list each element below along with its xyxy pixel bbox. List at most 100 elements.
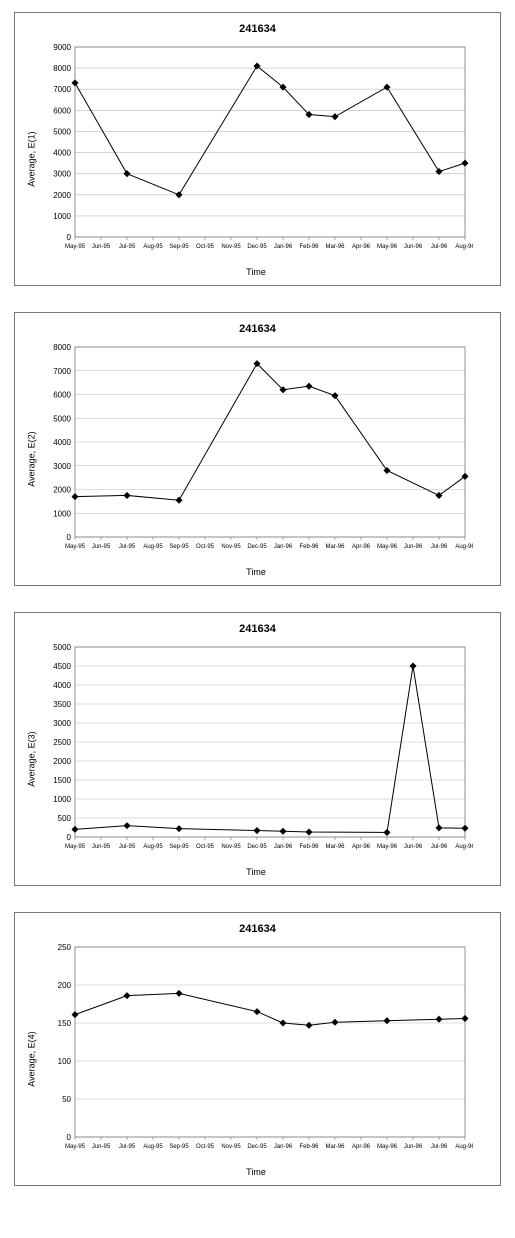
svg-text:3000: 3000 [53,170,71,179]
svg-text:Sep-95: Sep-95 [169,1144,189,1150]
chart-plot: 010002000300040005000600070008000 May-95… [39,341,473,577]
svg-text:Feb-96: Feb-96 [299,844,319,850]
chart-svg: 0100020003000400050006000700080009000 Ma… [39,41,473,261]
svg-text:May-95: May-95 [65,1144,86,1150]
svg-text:8000: 8000 [53,343,71,352]
svg-text:May-95: May-95 [65,844,86,850]
svg-text:Aug-95: Aug-95 [143,844,163,850]
svg-text:5000: 5000 [53,414,71,423]
svg-text:Aug-95: Aug-95 [143,544,163,550]
svg-text:7000: 7000 [53,367,71,376]
svg-text:Apr-96: Apr-96 [352,1144,371,1150]
svg-text:May-96: May-96 [377,1144,398,1150]
svg-text:4000: 4000 [53,438,71,447]
y-axis-label: Average, E(3) [25,641,39,877]
svg-text:2500: 2500 [53,738,71,747]
svg-text:May-96: May-96 [377,244,398,250]
svg-text:Mar-96: Mar-96 [325,244,345,250]
svg-text:Dec-95: Dec-95 [247,244,267,250]
svg-text:Jul-95: Jul-95 [119,244,136,250]
svg-text:Jul-96: Jul-96 [431,1144,448,1150]
svg-text:Aug-95: Aug-95 [143,1144,163,1150]
svg-text:250: 250 [58,943,72,952]
svg-text:Jun-96: Jun-96 [404,844,423,850]
svg-text:Jul-95: Jul-95 [119,844,136,850]
svg-text:4000: 4000 [53,149,71,158]
svg-text:Nov-95: Nov-95 [221,544,241,550]
svg-text:4500: 4500 [53,662,71,671]
svg-text:Jul-95: Jul-95 [119,544,136,550]
svg-text:1000: 1000 [53,509,71,518]
svg-text:May-96: May-96 [377,844,398,850]
svg-text:Dec-95: Dec-95 [247,1144,267,1150]
svg-text:500: 500 [58,814,72,823]
chart-plot: 050100150200250 May-95Jun-95Jul-95Aug-95… [39,941,473,1177]
svg-text:Mar-96: Mar-96 [325,844,345,850]
chart-title: 241634 [25,23,490,35]
chart-panel: 241634 Average, E(1) 0100020003000400050… [14,12,501,286]
svg-text:Mar-96: Mar-96 [325,1144,345,1150]
svg-text:8000: 8000 [53,64,71,73]
svg-text:6000: 6000 [53,391,71,400]
svg-text:7000: 7000 [53,85,71,94]
svg-text:3000: 3000 [53,719,71,728]
svg-text:1000: 1000 [53,212,71,221]
svg-text:Oct-95: Oct-95 [196,244,215,250]
chart-panel: 241634 Average, E(4) 050100150200250 May… [14,912,501,1186]
chart-panel: 241634 Average, E(3) 0500100015002000250… [14,612,501,886]
svg-text:2000: 2000 [53,757,71,766]
svg-text:1000: 1000 [53,795,71,804]
x-axis-label: Time [39,567,473,577]
svg-text:Jan-96: Jan-96 [274,544,293,550]
y-axis-label: Average, E(4) [25,941,39,1177]
chart-title: 241634 [25,623,490,635]
svg-text:Mar-96: Mar-96 [325,544,345,550]
svg-text:Jul-96: Jul-96 [431,244,448,250]
svg-text:Jun-96: Jun-96 [404,544,423,550]
chart-svg: 050100150200250 May-95Jun-95Jul-95Aug-95… [39,941,473,1161]
chart-plot: 0500100015002000250030003500400045005000… [39,641,473,877]
chart-panel: 241634 Average, E(2) 0100020003000400050… [14,312,501,586]
svg-text:150: 150 [58,1019,72,1028]
svg-text:2000: 2000 [53,486,71,495]
svg-text:6000: 6000 [53,106,71,115]
svg-text:Feb-96: Feb-96 [299,244,319,250]
x-axis-label: Time [39,267,473,277]
svg-text:Jan-96: Jan-96 [274,244,293,250]
svg-text:Jun-95: Jun-95 [92,544,111,550]
svg-text:Jun-96: Jun-96 [404,1144,423,1150]
svg-text:100: 100 [58,1057,72,1066]
svg-text:Jun-95: Jun-95 [92,844,111,850]
svg-text:9000: 9000 [53,43,71,52]
svg-text:Aug-96: Aug-96 [455,544,473,550]
svg-text:May-96: May-96 [377,544,398,550]
svg-text:Sep-95: Sep-95 [169,244,189,250]
svg-text:0: 0 [67,1133,72,1142]
chart-plot: 0100020003000400050006000700080009000 Ma… [39,41,473,277]
page: { "page_width": 515, "xlabel": "Time", "… [0,0,515,1224]
svg-text:Jun-96: Jun-96 [404,244,423,250]
svg-text:4000: 4000 [53,681,71,690]
svg-text:Jan-96: Jan-96 [274,1144,293,1150]
svg-text:Jul-95: Jul-95 [119,1144,136,1150]
svg-text:Apr-96: Apr-96 [352,544,371,550]
chart-title: 241634 [25,923,490,935]
svg-text:Jun-95: Jun-95 [92,1144,111,1150]
svg-text:Nov-95: Nov-95 [221,244,241,250]
svg-text:May-95: May-95 [65,544,86,550]
chart-title: 241634 [25,323,490,335]
svg-text:Jun-95: Jun-95 [92,244,111,250]
svg-text:Aug-96: Aug-96 [455,244,473,250]
svg-text:3500: 3500 [53,700,71,709]
svg-text:Sep-95: Sep-95 [169,544,189,550]
svg-text:0: 0 [67,833,72,842]
svg-text:Oct-95: Oct-95 [196,844,215,850]
svg-text:Jan-96: Jan-96 [274,844,293,850]
x-axis-label: Time [39,867,473,877]
svg-text:3000: 3000 [53,462,71,471]
svg-text:Apr-96: Apr-96 [352,244,371,250]
svg-text:Feb-96: Feb-96 [299,544,319,550]
svg-text:Oct-95: Oct-95 [196,1144,215,1150]
svg-text:50: 50 [62,1095,71,1104]
y-axis-label: Average, E(1) [25,41,39,277]
